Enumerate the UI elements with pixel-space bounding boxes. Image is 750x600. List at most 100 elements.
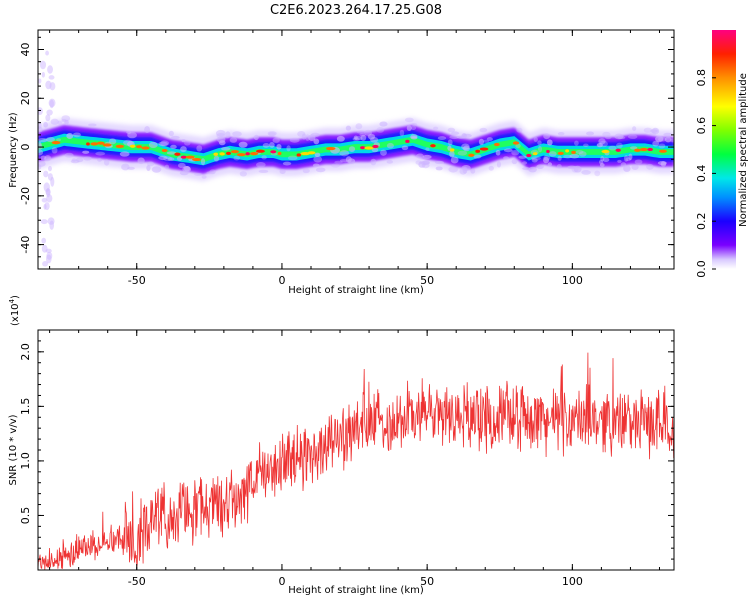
heatmap-speckle (518, 155, 527, 159)
heatmap-speckle (261, 155, 267, 160)
heatmap-speckle (170, 144, 177, 150)
heatmap-speckle (616, 142, 623, 149)
heatmap-speckle (64, 119, 69, 126)
heatmap-speckle (229, 137, 238, 143)
heatmap-hotspot (141, 146, 150, 150)
heatmap-speckle (38, 137, 48, 143)
heatmap-speckle (269, 141, 275, 148)
heatmap-hotspot (192, 157, 202, 162)
heatmap-speckle (586, 131, 595, 136)
colorbar-tick-label: 0.4 (695, 165, 708, 183)
heatmap-speckle (46, 109, 53, 116)
heatmap-speckle (605, 135, 612, 140)
heatmap-hotspot (51, 141, 61, 145)
snr-x-ticks: -50 0 50 100 (49, 330, 660, 588)
heatmap-speckle (49, 99, 54, 109)
heatmap-speckle (608, 145, 617, 151)
snr-y-label: SNR (10 * v/v) (8, 414, 19, 485)
heatmap-hotspot (245, 152, 250, 156)
heatmap-speckle (221, 146, 231, 151)
heatmap-speckle (194, 172, 203, 176)
heatmap-speckle (215, 129, 226, 137)
heatmap-speckle (528, 166, 537, 173)
heatmap-speckle (617, 136, 626, 140)
heatmap-speckle (537, 140, 542, 146)
heatmap-speckle (437, 136, 447, 140)
heatmap-hotspot (161, 148, 168, 153)
colorbar-gradient (712, 30, 736, 269)
heatmap-speckle (40, 219, 48, 225)
heatmap-speckle (602, 131, 611, 137)
x-tick-label: 50 (420, 274, 434, 287)
spectrogram-y-label: Frequency (Hz) (8, 112, 19, 188)
heatmap-speckle (664, 136, 672, 143)
snr-series-line (38, 352, 674, 570)
heatmap-speckle (623, 155, 629, 162)
heatmap-speckle (511, 150, 520, 156)
heatmap-speckle (459, 168, 467, 175)
heatmap-speckle (627, 134, 638, 139)
heatmap-hotspot (546, 149, 550, 154)
x-tick-label: 50 (420, 575, 434, 588)
heatmap-speckle (166, 151, 177, 155)
heatmap-hotspot (129, 144, 136, 148)
heatmap-hotspot (512, 141, 520, 145)
heatmap-speckle (503, 156, 509, 160)
heatmap-speckle (184, 140, 191, 146)
heatmap-speckle (473, 154, 482, 159)
heatmap-speckle (268, 132, 276, 137)
heatmap-speckle (313, 155, 323, 163)
heatmap-speckle (121, 163, 130, 171)
heatmap-speckle (287, 155, 298, 161)
heatmap-speckle (569, 153, 580, 159)
heatmap-speckle (43, 182, 50, 192)
heatmap-speckle (276, 143, 282, 150)
heatmap-speckle (547, 162, 553, 167)
heatmap-speckle (40, 155, 47, 160)
heatmap-speckle (97, 158, 102, 162)
heatmap-speckle (643, 127, 653, 133)
heatmap-speckle (531, 156, 541, 161)
heatmap-speckle (367, 133, 376, 140)
heatmap-hotspot (360, 146, 366, 150)
heatmap-speckle (376, 126, 385, 133)
snr-multiplier: (x104) (8, 295, 21, 326)
heatmap-speckle (233, 155, 240, 161)
heatmap-speckle (620, 162, 627, 168)
heatmap-speckle (213, 155, 220, 162)
heatmap-speckle (179, 171, 189, 176)
heatmap-speckle (225, 131, 231, 139)
heatmap-speckle (170, 135, 180, 140)
heatmap-speckle (617, 159, 622, 163)
heatmap-hotspot (213, 152, 219, 156)
heatmap-hotspot (296, 153, 302, 157)
heatmap-speckle (533, 136, 538, 142)
heatmap-hotspot (405, 139, 410, 143)
heatmap-speckle (634, 159, 643, 165)
heatmap-speckle (46, 194, 53, 203)
heatmap-speckle (200, 158, 206, 166)
heatmap-speckle (401, 145, 409, 151)
heatmap-speckle (41, 244, 48, 253)
heatmap-speckle (522, 161, 528, 165)
heatmap-speckle (449, 150, 455, 158)
heatmap-speckle (450, 131, 460, 135)
heatmap-speckle (119, 151, 130, 157)
heatmap-speckle (433, 126, 439, 130)
heatmap-speckle (364, 129, 372, 136)
heatmap-hotspot (255, 149, 265, 153)
heatmap-speckle (598, 138, 606, 145)
heatmap-speckle (289, 137, 300, 143)
heatmap-speckle (38, 107, 43, 115)
heatmap-speckle (253, 134, 259, 141)
y-tick-label: 0.5 (19, 507, 32, 525)
heatmap-speckle (160, 140, 170, 147)
spectrogram-frame (37, 29, 675, 270)
heatmap-speckle (43, 170, 49, 178)
heatmap-hotspot (372, 144, 379, 149)
x-tick-label: 0 (278, 575, 285, 588)
heatmap-speckle (669, 138, 674, 143)
colorbar-tick-label: 0.0 (695, 260, 708, 278)
colorbar-tick-label: 0.2 (695, 212, 708, 230)
heatmap-speckle (353, 135, 358, 140)
